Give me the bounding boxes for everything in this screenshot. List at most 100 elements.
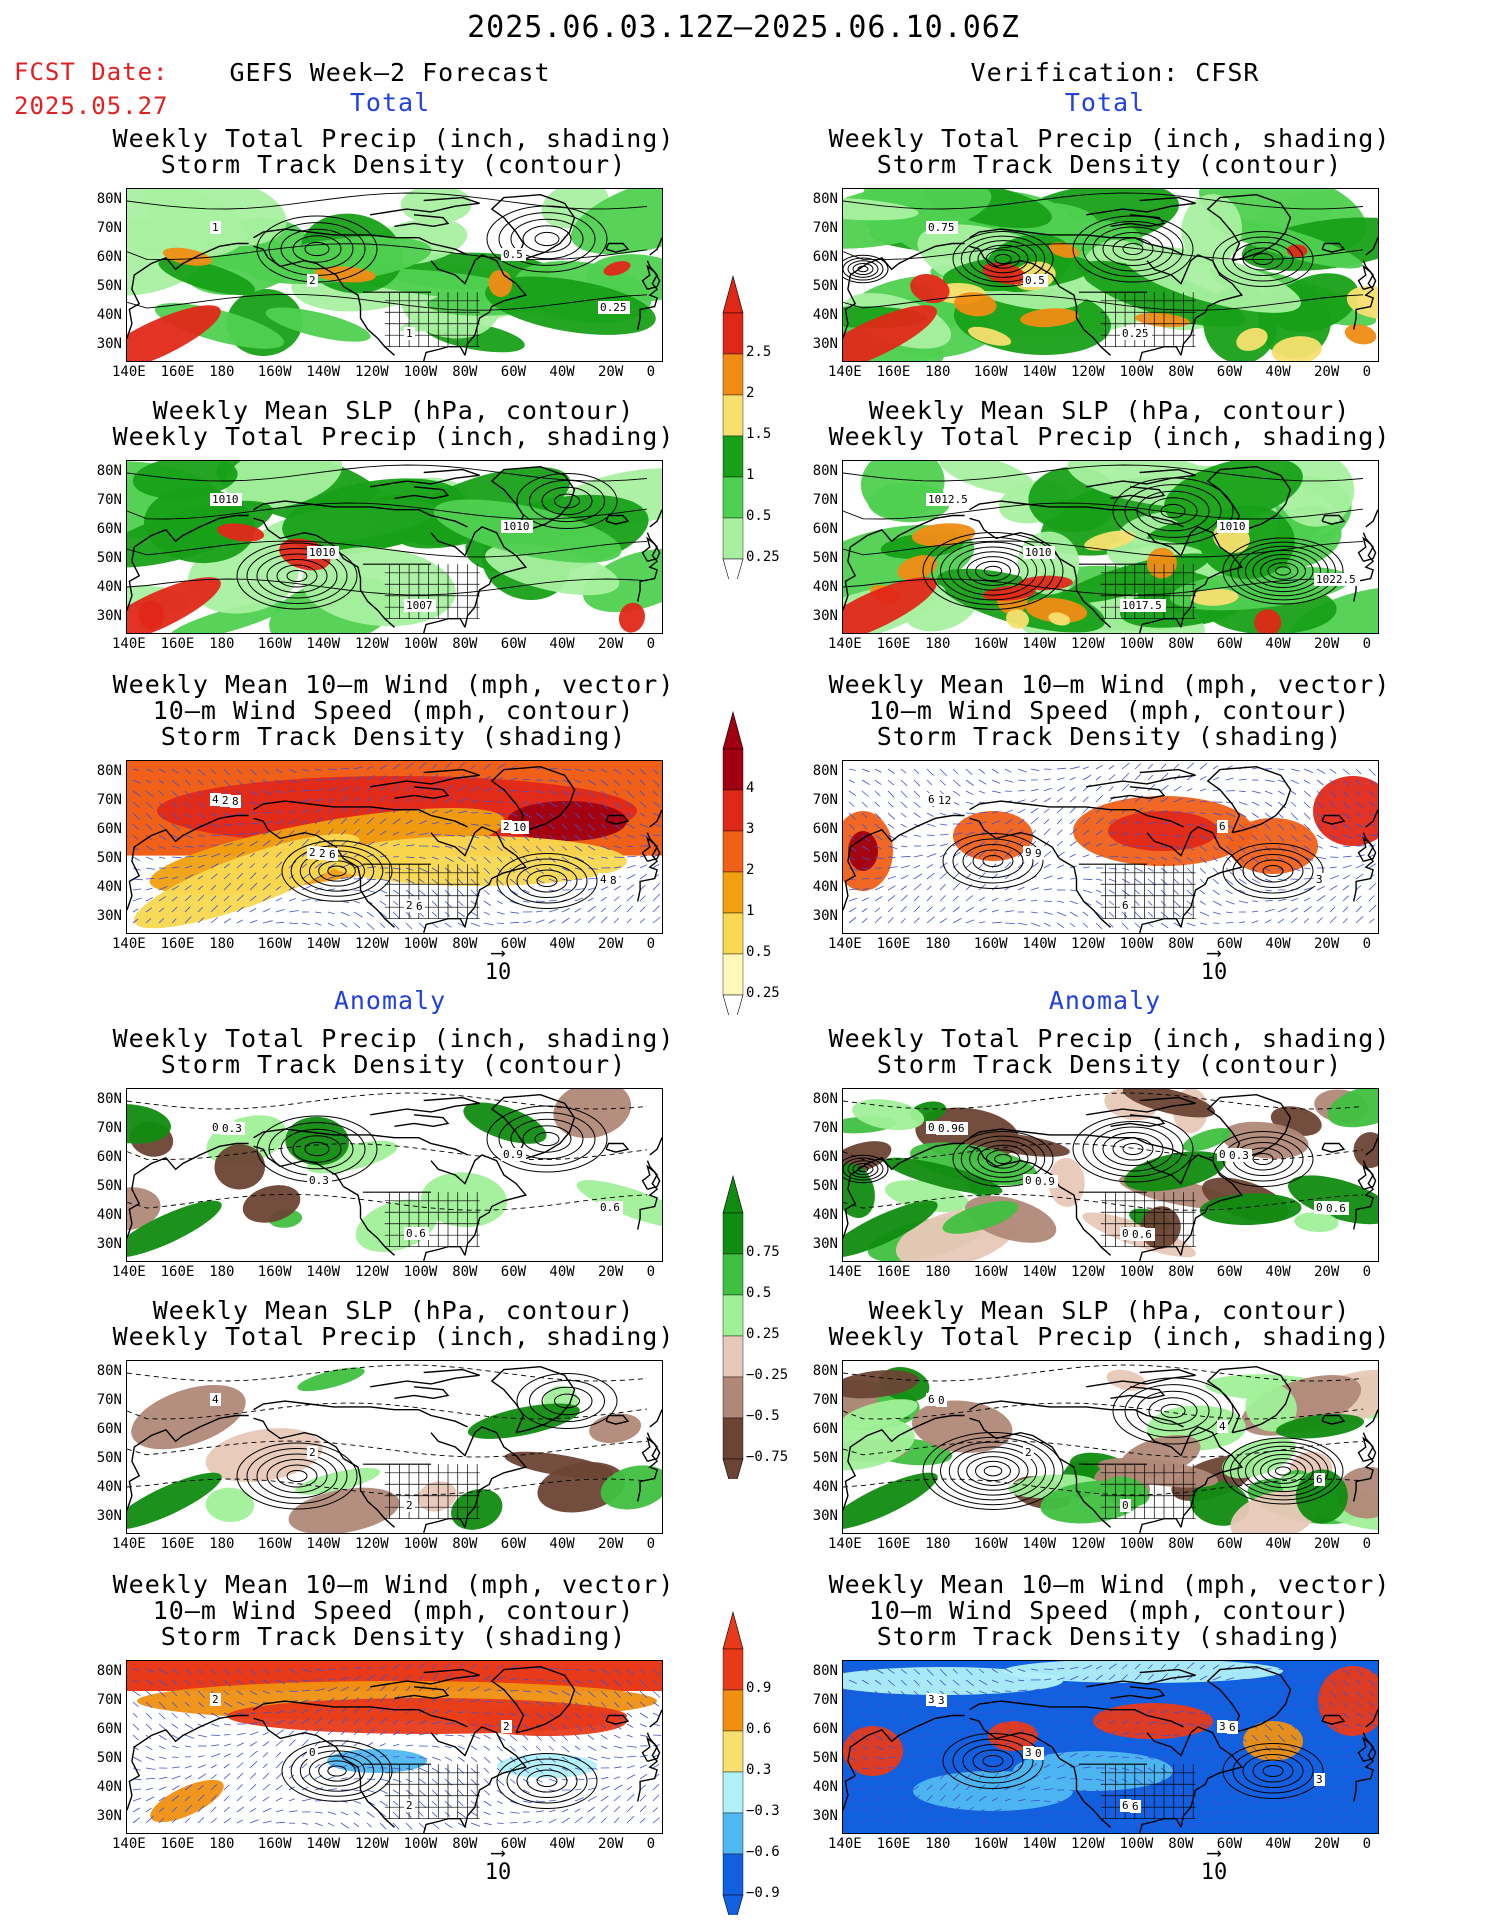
lon-tick-label: 180: [925, 364, 951, 380]
lon-tick-label: 120W: [1071, 364, 1105, 380]
svg-text:3: 3: [1219, 1720, 1226, 1733]
lat-tick-label: 70N: [96, 1692, 122, 1708]
lat-tick-label: 80N: [812, 463, 838, 479]
lon-tick-label: 80W: [452, 1836, 478, 1852]
wind-vectors: [132, 1662, 662, 1830]
lat-tick-label: 70N: [812, 492, 838, 508]
state-borders: [1078, 863, 1196, 920]
isolines: [843, 1364, 1364, 1496]
contour-labels: 0.90.60.30.90.30.960.90.60.30.6: [926, 1121, 1349, 1241]
lon-tick-label: 180: [209, 1264, 235, 1280]
svg-text:2: 2: [503, 820, 510, 833]
lat-tick-label: 70N: [812, 220, 838, 236]
isolines: [843, 464, 1364, 596]
panel-title-line: Storm Track Density (shading): [876, 1622, 1343, 1651]
lon-tick-label: 140E: [112, 1836, 146, 1852]
lon-tick-label: 180: [209, 1836, 235, 1852]
lon-tick-label: 140W: [1022, 1536, 1057, 1552]
colorbar-label: 0.25: [746, 985, 780, 1001]
lon-tick-label: 100W: [1119, 1264, 1154, 1280]
svg-text:12: 12: [938, 794, 951, 807]
svg-text:0.6: 0.6: [1326, 1202, 1346, 1215]
lon-tick-label: 140E: [828, 364, 862, 380]
state-borders: [362, 291, 480, 348]
svg-text:0.75: 0.75: [928, 221, 955, 234]
lon-tick-label: 120W: [355, 364, 389, 380]
svg-text:1010: 1010: [212, 493, 239, 506]
colorbar-label: 0.5: [746, 508, 772, 524]
lon-tick-label: 80W: [1168, 1836, 1194, 1852]
svg-text:1: 1: [406, 327, 413, 340]
lat-tick-label: 60N: [812, 249, 838, 265]
lon-tick-label: 40W: [549, 1536, 575, 1552]
lon-tick-label: 40W: [1265, 936, 1291, 952]
lon-tick-label: 40W: [549, 1264, 575, 1280]
lon-tick-label: 140W: [306, 364, 341, 380]
lat-tick-label: 60N: [96, 249, 122, 265]
lat-tick-label: 40N: [96, 579, 122, 595]
lat-tick-label: 40N: [812, 879, 838, 895]
lon-tick-label: 60W: [500, 1836, 527, 1852]
panel-title-line: Weekly Mean 10‒m Wind (mph, vector): [828, 1570, 1391, 1599]
colorbar-label: −0.5: [746, 1408, 780, 1424]
vector-reference-value: 10: [1200, 1860, 1228, 1885]
lat-tick-label: 30N: [96, 1236, 122, 1252]
lat-tick-label: 40N: [96, 1479, 122, 1495]
contour-labels: 1 2 1 0.5 0.25: [210, 221, 630, 340]
lon-tick-label: 140E: [112, 1264, 146, 1280]
lon-tick-label: 140W: [1022, 1836, 1057, 1852]
svg-text:4: 4: [212, 793, 219, 806]
lon-tick-label: 180: [925, 1836, 951, 1852]
lat-tick-label: 50N: [812, 278, 838, 294]
lat-tick-label: 50N: [96, 550, 122, 566]
lon-tick-label: 180: [925, 1264, 951, 1280]
colorbar-anom_precip: [722, 1172, 744, 1496]
contours: [922, 477, 1344, 610]
lon-tick-label: 0: [1362, 936, 1372, 952]
lat-tick-label: 60N: [812, 521, 838, 537]
svg-text:0: 0: [1122, 1499, 1129, 1512]
colorbar-label: 2: [746, 385, 755, 401]
panel-title-line: Weekly Mean 10‒m Wind (mph, vector): [112, 1570, 675, 1599]
panel-title-line: Storm Track Density (shading): [876, 722, 1343, 751]
section-anomaly-left: Anomaly: [333, 986, 447, 1015]
lon-tick-label: 60W: [500, 1536, 527, 1552]
panel-title-line: Weekly Mean SLP (hPa, contour): [868, 1296, 1351, 1325]
panel-title-line: Weekly Total Precip (inch, shading): [112, 1024, 675, 1053]
colorbar-label: 1: [746, 903, 755, 919]
lat-tick-label: 60N: [96, 1721, 122, 1737]
lon-tick-label: 100W: [1119, 1836, 1154, 1852]
lon-tick-label: 100W: [1119, 1536, 1154, 1552]
lon-tick-label: 100W: [1119, 364, 1154, 380]
lon-tick-label: 160W: [973, 364, 1008, 380]
lon-tick-label: 160W: [257, 1264, 292, 1280]
lon-tick-label: 60W: [1216, 1536, 1243, 1552]
svg-text:1010: 1010: [1025, 546, 1052, 559]
vector-reference: ⟶ 10: [468, 1842, 528, 1885]
lon-tick-label: 160W: [973, 936, 1008, 952]
section-total-right: Total: [1064, 88, 1146, 117]
svg-text:0.25: 0.25: [600, 301, 627, 314]
lon-tick-label: 160W: [257, 1836, 292, 1852]
contours: [236, 473, 618, 610]
lon-tick-label: 160E: [876, 1536, 911, 1552]
svg-text:0.5: 0.5: [1025, 274, 1045, 287]
panel-title-line: Weekly Total Precip (inch, shading): [828, 1024, 1391, 1053]
svg-text:4: 4: [600, 873, 607, 886]
svg-text:0: 0: [1035, 1747, 1042, 1760]
svg-text:3: 3: [938, 1694, 945, 1707]
vector-reference: ⟶ 10: [1184, 1842, 1244, 1885]
panel-title-line: Storm Track Density (contour): [160, 150, 627, 179]
lat-tick-label: 30N: [812, 336, 838, 352]
lon-tick-label: 160W: [973, 1836, 1008, 1852]
contours: [942, 833, 1324, 899]
lon-tick-label: 0: [646, 364, 656, 380]
lon-tick-label: 40W: [1265, 1264, 1291, 1280]
lon-tick-label: 140W: [306, 936, 341, 952]
lon-tick-label: 160E: [160, 636, 195, 652]
isolines: [127, 192, 648, 311]
coastline: [127, 1093, 662, 1261]
